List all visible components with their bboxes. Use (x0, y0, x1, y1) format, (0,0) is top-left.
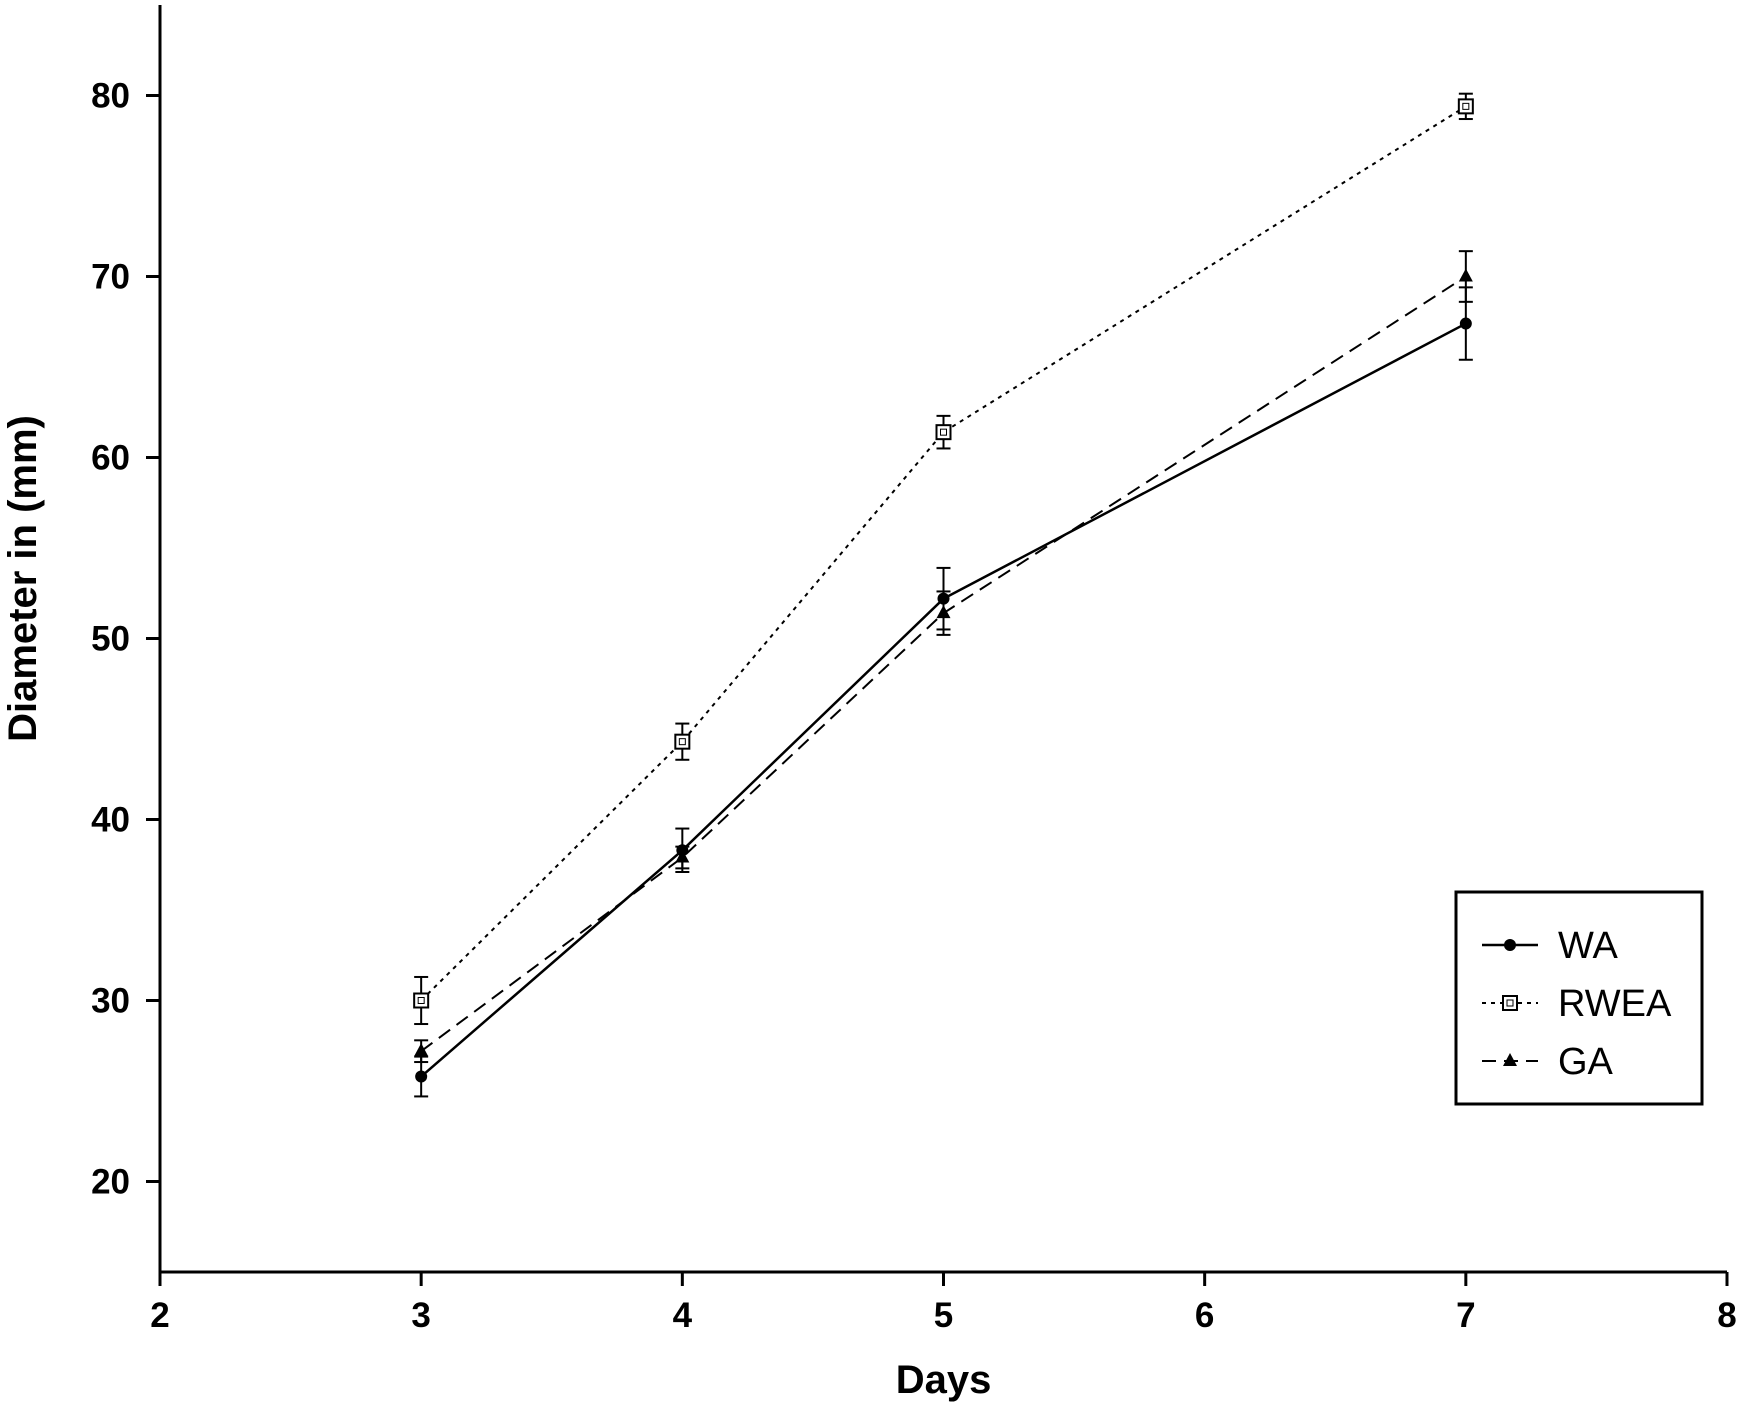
x-tick-label: 3 (411, 1296, 430, 1335)
legend-box (1454, 890, 1704, 1106)
legend-label-rwea: RWEA (1558, 983, 1672, 1025)
data-point-ga (414, 1043, 429, 1057)
data-point-wa (415, 1070, 428, 1083)
x-tick-label: 8 (1717, 1296, 1736, 1335)
x-tick-label: 4 (673, 1296, 693, 1335)
axes: 2 3 4 5 6 7 8 20 30 40 50 60 70 80 (91, 5, 1737, 1335)
legend-marker-rwea-inner (1506, 999, 1514, 1007)
series-line-ga (420, 275, 1467, 1052)
y-tick-label: 70 (91, 258, 130, 297)
legend-item-ga: GA (1482, 1041, 1614, 1083)
y-tick-label: 40 (91, 801, 130, 840)
x-tick-label: 2 (150, 1296, 169, 1335)
data-point-ga (1458, 268, 1473, 282)
y-tick-label: 60 (91, 439, 130, 478)
series-rwea (413, 92, 1474, 1026)
data-point-rwea-inner (417, 997, 425, 1004)
series-line-wa (420, 322, 1467, 1078)
data-point-ga (936, 605, 951, 619)
series-line-rwea (420, 105, 1467, 1002)
y-tick-label: 30 (91, 982, 130, 1021)
legend: WA RWEA GA (1454, 890, 1704, 1106)
legend-marker-rwea (1502, 995, 1518, 1011)
data-point-rwea (674, 733, 691, 750)
y-tick-label: 50 (91, 620, 130, 659)
legend-item-wa: WA (1482, 925, 1618, 967)
y-tick-label: 20 (91, 1163, 130, 1202)
y-axis-title: Diameter in (mm) (1, 415, 45, 742)
x-tick-label: 6 (1195, 1296, 1214, 1335)
data-point-wa (1459, 317, 1472, 330)
legend-marker-ga (1503, 1053, 1517, 1066)
series-ga (414, 250, 1473, 1064)
x-axis-title: Days (896, 1358, 992, 1402)
data-point-rwea (413, 992, 430, 1009)
data-point-rwea-inner (678, 738, 686, 746)
data-point-rwea (935, 424, 952, 441)
y-tick-label: 80 (91, 77, 130, 116)
series-layer (413, 92, 1474, 1098)
legend-label-wa: WA (1558, 925, 1618, 967)
data-point-rwea-inner (940, 428, 947, 436)
legend-label-ga: GA (1558, 1041, 1614, 1083)
x-tick-label: 5 (934, 1296, 953, 1335)
legend-item-rwea: RWEA (1482, 983, 1672, 1025)
data-point-ga (675, 849, 690, 863)
data-point-rwea (1457, 98, 1474, 115)
x-tick-label: 7 (1456, 1296, 1475, 1335)
legend-marker-wa (1504, 939, 1516, 951)
series-wa (414, 286, 1473, 1098)
data-point-rwea-inner (1462, 102, 1470, 110)
